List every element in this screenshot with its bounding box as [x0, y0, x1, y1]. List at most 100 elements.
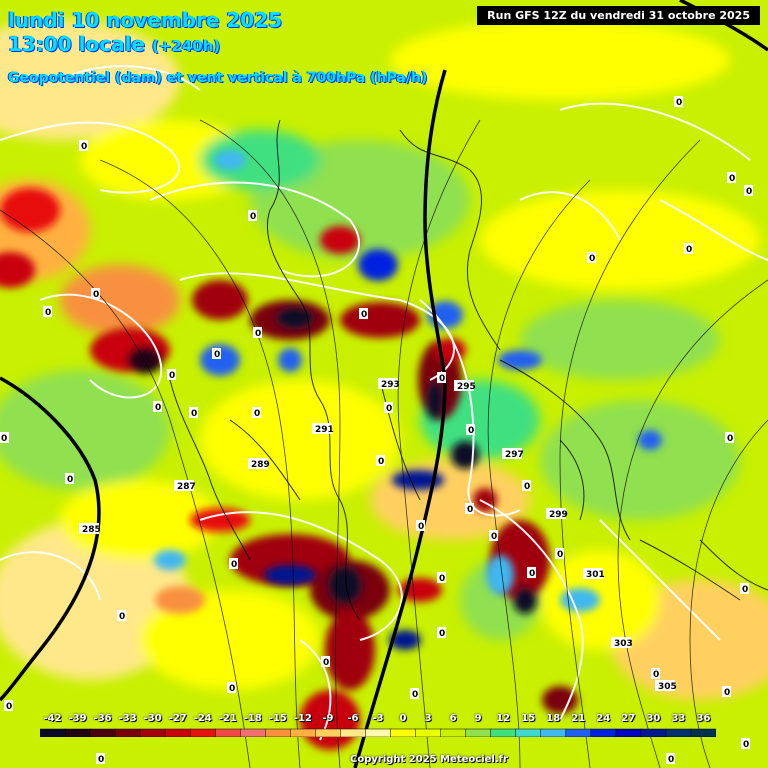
svg-text:0: 0 — [191, 409, 197, 419]
legend-swatch — [64, 728, 91, 737]
legend-tick-label: -33 — [118, 713, 137, 724]
svg-text:0: 0 — [686, 245, 692, 255]
svg-text:0: 0 — [729, 174, 735, 184]
svg-text:0: 0 — [169, 371, 175, 381]
contour-label-301: 301 — [583, 568, 605, 580]
legend-tick-label: 21 — [571, 713, 586, 724]
svg-text:0: 0 — [557, 550, 563, 560]
legend-swatch — [215, 728, 242, 737]
zero-labels: 0 0 0 0 0 0 0 0 0 0 0 0 0 0 0 0 0 0 0 0 … — [0, 96, 753, 765]
svg-text:0: 0 — [231, 560, 237, 570]
svg-text:0: 0 — [361, 310, 367, 320]
legend-tick-label: -24 — [193, 713, 212, 724]
contour-label-293: 293 — [378, 378, 400, 390]
legend-swatch — [440, 728, 467, 737]
legend-swatch — [490, 728, 517, 737]
svg-text:0: 0 — [250, 212, 256, 222]
legend-tick-label: -36 — [93, 713, 112, 724]
run-info: Run GFS 12Z du vendredi 31 octobre 2025 — [477, 6, 760, 25]
copyright: Copyright 2025 Meteociel.fr — [350, 754, 508, 765]
legend-swatch — [40, 728, 66, 737]
svg-text:0: 0 — [742, 585, 748, 595]
svg-text:0: 0 — [412, 690, 418, 700]
legend-swatch — [390, 728, 417, 737]
svg-text:285: 285 — [82, 525, 101, 535]
legend-tick-label: 18 — [546, 713, 561, 724]
svg-text:0: 0 — [746, 187, 752, 197]
contour-label-305: 305 — [655, 680, 677, 692]
svg-text:0: 0 — [119, 612, 125, 622]
legend-swatch — [240, 728, 267, 737]
svg-text:0: 0 — [214, 350, 220, 360]
legend-tick-label: 33 — [671, 713, 686, 724]
legend-swatch — [89, 728, 116, 737]
contour-label-297: 297 — [502, 448, 524, 460]
svg-text:0: 0 — [418, 522, 424, 532]
svg-text:293: 293 — [381, 380, 400, 390]
legend-labels: -42 -39 -36 -33 -30 -27 -24 -21 -18 -15 -12 -9 -6 -3 0… — [40, 713, 716, 727]
svg-text:0: 0 — [468, 426, 474, 436]
contour-label-295: 295 — [454, 380, 476, 392]
legend-tick-label: -27 — [168, 713, 187, 724]
legend-swatch — [540, 728, 567, 737]
contour-labels: 285 287 289 291 293 295 297 299 301 303 … — [79, 378, 677, 692]
legend-tick-label: 3 — [424, 713, 432, 724]
svg-text:0: 0 — [653, 670, 659, 680]
svg-text:295: 295 — [457, 382, 476, 392]
svg-text:305: 305 — [658, 682, 677, 692]
contour-label-285: 285 — [79, 523, 101, 535]
legend-tick-label: 0 — [399, 713, 407, 724]
legend-swatch — [315, 728, 342, 737]
legend-swatch — [340, 728, 367, 737]
legend-tick-label: -15 — [268, 713, 287, 724]
color-legend — [40, 728, 716, 737]
svg-text:299: 299 — [549, 510, 568, 520]
forecast-time: 13:00 locale (+240h) — [8, 32, 220, 56]
legend-swatch — [114, 728, 141, 737]
svg-text:297: 297 — [505, 450, 524, 460]
svg-text:0: 0 — [67, 475, 73, 485]
legend-swatch — [164, 728, 191, 737]
legend-tick-label: -39 — [68, 713, 87, 724]
svg-text:0: 0 — [229, 684, 235, 694]
svg-text:0: 0 — [45, 308, 51, 318]
contour-label-287: 287 — [174, 480, 196, 492]
forecast-local-time: 13:00 locale — [8, 32, 145, 56]
legend-tick-label: -42 — [43, 713, 62, 724]
legend-tick-label: 12 — [496, 713, 511, 724]
svg-text:0: 0 — [255, 329, 261, 339]
legend-tick-label: 27 — [621, 713, 636, 724]
legend-tick-label: 15 — [521, 713, 536, 724]
legend-swatch — [365, 728, 392, 737]
legend-tick-label: 9 — [474, 713, 482, 724]
legend-swatch — [290, 728, 317, 737]
legend-swatch — [665, 728, 692, 737]
svg-text:291: 291 — [315, 425, 334, 435]
parameter-title: Geopotentiel (dam) et vent vertical à 70… — [8, 70, 428, 86]
svg-text:0: 0 — [439, 629, 445, 639]
svg-text:0: 0 — [668, 755, 674, 765]
legend-swatch — [565, 728, 592, 737]
svg-text:0: 0 — [491, 532, 497, 542]
svg-text:0: 0 — [6, 702, 12, 712]
legend-swatch — [590, 728, 617, 737]
legend-swatch — [265, 728, 292, 737]
svg-text:0: 0 — [743, 740, 749, 750]
svg-text:0: 0 — [529, 569, 535, 579]
legend-tick-label: 30 — [646, 713, 661, 724]
svg-text:0: 0 — [386, 404, 392, 414]
legend-swatch — [515, 728, 542, 737]
svg-text:0: 0 — [676, 98, 682, 108]
legend-tick-label: 6 — [449, 713, 457, 724]
svg-text:287: 287 — [177, 482, 196, 492]
svg-text:303: 303 — [614, 639, 633, 649]
legend-swatch — [690, 728, 716, 737]
svg-text:0: 0 — [727, 434, 733, 444]
svg-text:0: 0 — [467, 505, 473, 515]
legend-swatch — [139, 728, 166, 737]
svg-text:0: 0 — [98, 755, 104, 765]
legend-tick-label: -6 — [347, 713, 359, 724]
contour-label-291: 291 — [312, 423, 334, 435]
